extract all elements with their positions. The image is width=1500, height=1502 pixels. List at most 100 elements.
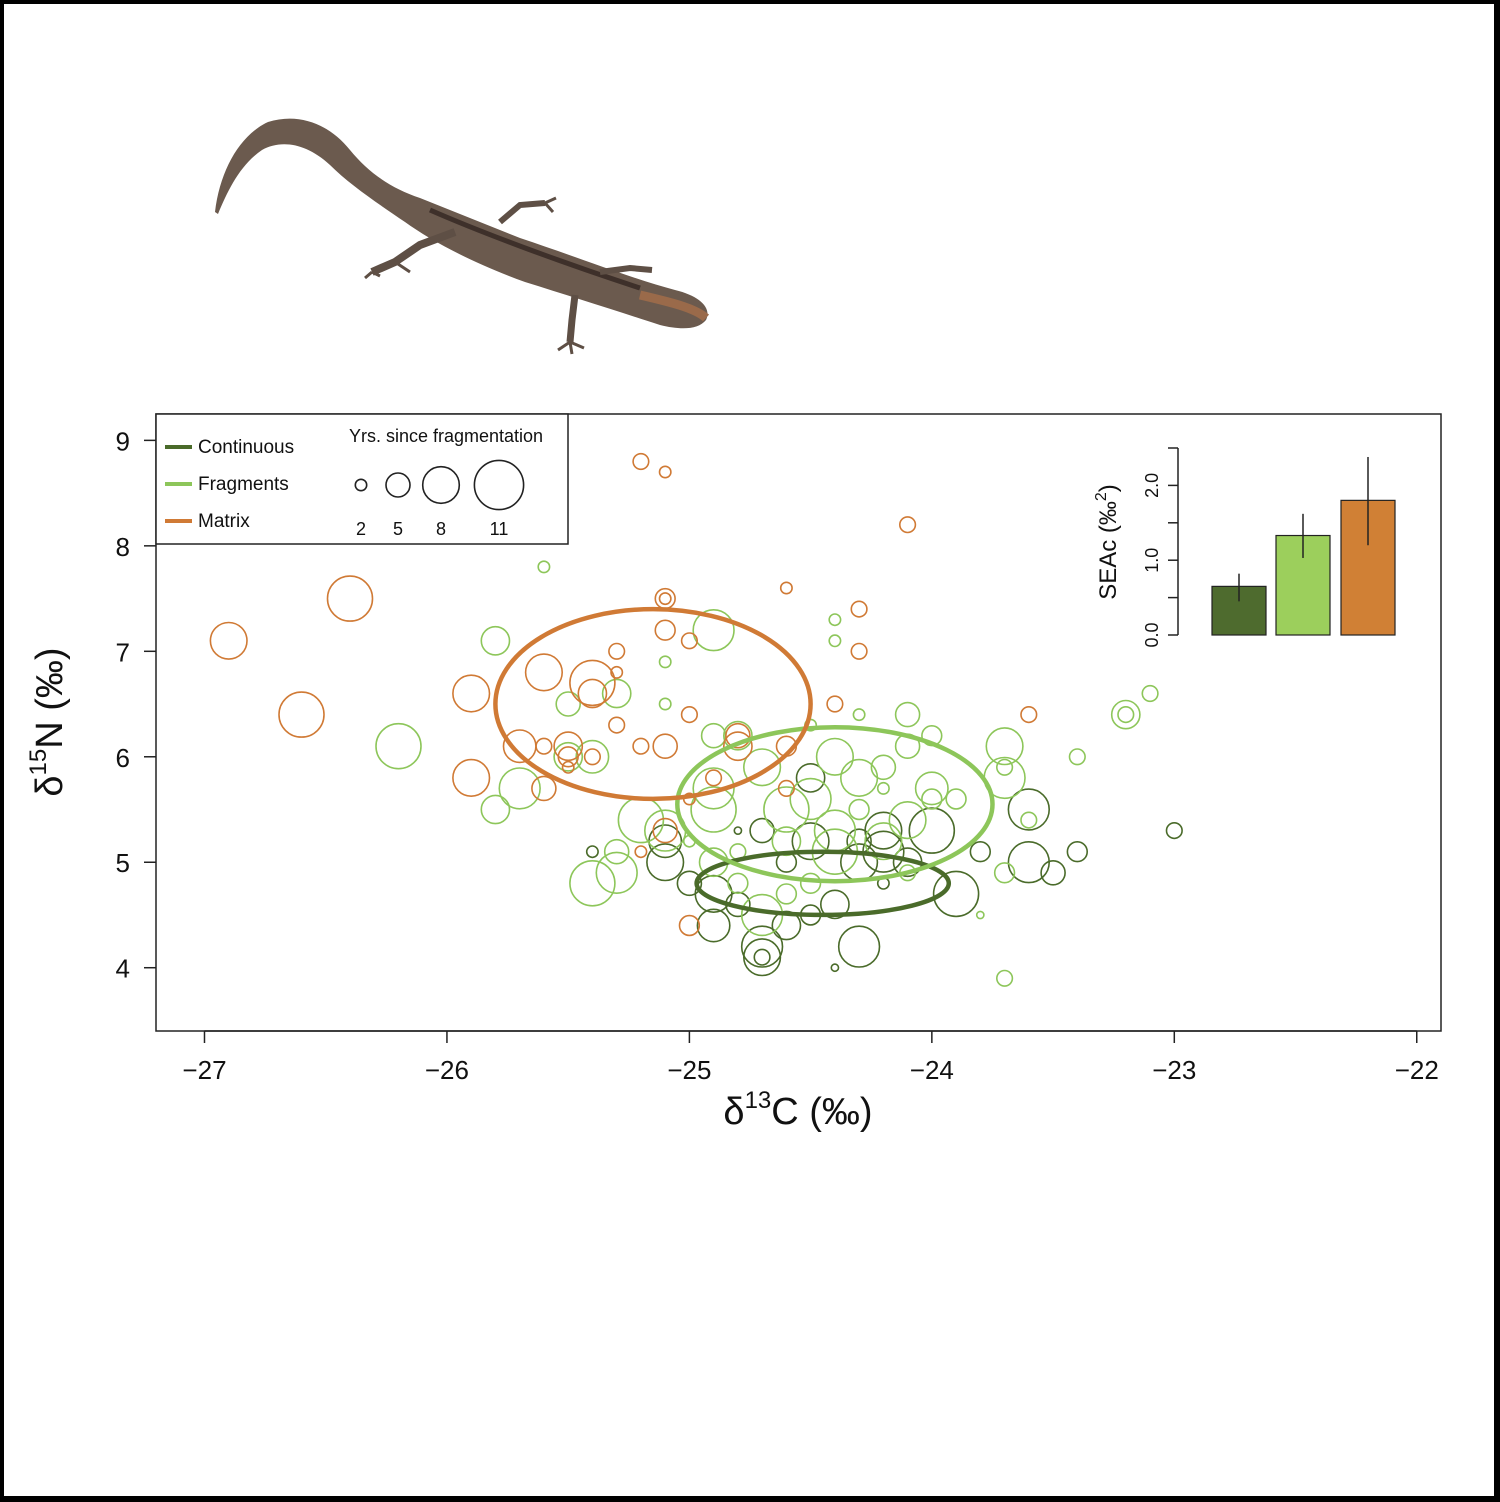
point-fragments-9: [575, 739, 610, 774]
point-matrix-7: [209, 621, 248, 660]
x-tick-label: −22: [1395, 1055, 1439, 1085]
scatter-points: [209, 452, 1183, 987]
point-continuous-17: [676, 870, 703, 897]
point-fragments-16: [700, 722, 727, 749]
point-continuous-11: [742, 938, 782, 977]
point-fragments-48: [828, 634, 842, 648]
point-fragments-44: [1117, 705, 1135, 724]
y-axis-title-rest: N (‰): [29, 647, 71, 748]
point-matrix-35: [777, 779, 796, 798]
point-continuous-1: [839, 843, 879, 882]
point-matrix-19: [535, 737, 553, 755]
point-fragments-11: [555, 691, 582, 717]
point-fragments-31: [921, 788, 943, 810]
legend-label-matrix: Matrix: [198, 511, 250, 532]
legend-size-label-2: 2: [356, 519, 366, 539]
point-matrix-13: [569, 659, 616, 707]
point-matrix-6: [326, 575, 374, 622]
point-continuous-4: [932, 870, 980, 918]
point-matrix-8: [278, 691, 325, 738]
point-matrix-17: [561, 760, 575, 774]
point-fragments-52: [771, 826, 802, 857]
point-matrix-12: [524, 653, 564, 692]
legend-size-key: 2 5 8 11: [354, 459, 525, 539]
point-fragments-42: [1068, 748, 1086, 766]
legend-size-circle-11: [473, 459, 525, 511]
point-matrix-20: [583, 748, 602, 766]
x-tick-label: −27: [182, 1055, 226, 1085]
point-matrix-21: [608, 642, 626, 660]
point-matrix-41: [652, 817, 679, 844]
point-fragments-47: [828, 613, 842, 627]
x-axis-title: δ13C (‰): [723, 1087, 872, 1133]
point-matrix-29: [652, 733, 679, 760]
lizard-image: [215, 118, 710, 355]
point-continuous-3: [908, 807, 956, 854]
point-continuous-7: [1040, 859, 1066, 886]
point-fragments-26: [813, 809, 857, 852]
point-fragments-59: [876, 781, 890, 795]
y-tick-label: 8: [116, 532, 130, 562]
point-matrix-27: [654, 619, 676, 641]
point-matrix-4: [850, 600, 868, 618]
point-fragments-36: [945, 788, 967, 810]
point-fragments-21: [742, 748, 782, 787]
point-matrix-32: [725, 722, 751, 749]
point-continuous-13: [753, 948, 771, 966]
x-tick-label: −25: [667, 1055, 711, 1085]
point-fragments-14: [595, 851, 638, 894]
inset-y-axis-title-close: ): [1095, 484, 1122, 492]
point-fragments-0: [537, 560, 551, 574]
point-matrix-31: [704, 769, 723, 787]
legend-size-circle-5: [385, 472, 411, 498]
point-matrix-25: [654, 587, 676, 610]
point-matrix-26: [658, 592, 672, 606]
point-fragments-25: [870, 754, 897, 781]
point-continuous-24: [791, 822, 830, 861]
point-fragments-58: [852, 708, 866, 722]
point-fragments-20: [763, 786, 810, 833]
point-fragments-3: [658, 655, 672, 669]
legend-label-continuous: Continuous: [198, 437, 294, 458]
point-fragments-2: [692, 608, 735, 652]
y-tick-label: 6: [116, 743, 130, 773]
point-continuous-9: [795, 763, 826, 793]
point-continuous-31: [585, 845, 599, 859]
point-matrix-23: [610, 665, 624, 679]
figure-frame: [4, 4, 1494, 1496]
inset-y-axis-title: SEAc (‰2): [1093, 484, 1122, 600]
point-fragments-40: [1020, 811, 1038, 829]
x-tick-label: −24: [910, 1055, 954, 1085]
inset-y-tick-label: 1.0: [1142, 548, 1162, 573]
point-fragments-41: [993, 862, 1016, 884]
point-fragments-51: [799, 872, 822, 894]
x-axis-title-sup: 13: [745, 1087, 772, 1114]
x-tick-label: −26: [425, 1055, 469, 1085]
point-continuous-30: [1165, 821, 1183, 840]
point-fragments-23: [789, 777, 832, 821]
legend-label-fragments: Fragments: [198, 474, 289, 495]
point-matrix-38: [678, 914, 701, 937]
point-fragments-5: [658, 697, 672, 711]
point-fragments-55: [727, 872, 749, 894]
point-fragments-57: [975, 910, 985, 920]
point-matrix-28: [680, 632, 699, 650]
point-fragments-46: [995, 969, 1014, 987]
point-matrix-37: [1020, 705, 1038, 724]
point-matrix-33: [723, 731, 753, 762]
x-axis-title-delta: δ: [723, 1091, 744, 1133]
x-tick-label: −23: [1152, 1055, 1196, 1085]
legend-size-circle-2: [354, 478, 368, 492]
point-matrix-36: [826, 695, 844, 713]
point-continuous-29: [969, 840, 991, 863]
point-fragments-10: [553, 741, 584, 772]
point-fragments-22: [815, 737, 855, 776]
point-fragments-4: [601, 678, 632, 709]
point-continuous-19: [646, 843, 685, 882]
point-matrix-16: [557, 746, 579, 768]
point-fragments-29: [848, 798, 870, 821]
point-fragments-19: [690, 786, 737, 833]
point-matrix-2: [898, 516, 917, 534]
point-continuous-21: [749, 817, 775, 844]
